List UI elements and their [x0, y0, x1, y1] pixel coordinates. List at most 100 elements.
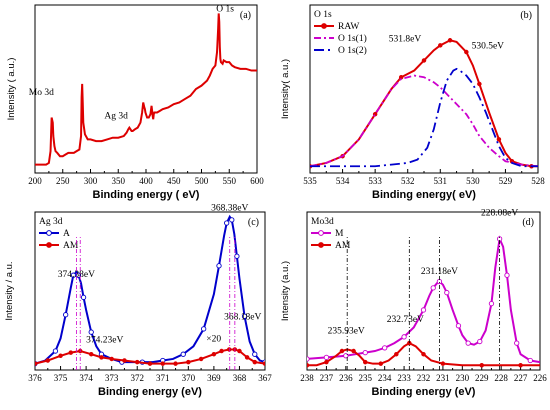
data-point: [109, 356, 114, 362]
annotation-label: 368.38eV: [211, 204, 248, 214]
x-tick-label: 600: [250, 176, 264, 186]
data-point: [455, 323, 462, 329]
data-point: [324, 359, 329, 365]
data-point: [63, 312, 69, 318]
panel-label: (a): [240, 10, 251, 21]
data-point: [70, 272, 76, 278]
data-point: [477, 81, 482, 87]
x-tick-label: 529: [499, 176, 513, 186]
x-tick-label: 528: [531, 176, 545, 186]
x-tick-label: 234: [378, 373, 392, 383]
x-tick-label: 369: [207, 373, 221, 383]
data-point: [234, 253, 240, 259]
panel-c: 376 375 374 373 372 371 370 369 368 367 Binding en…: [4, 204, 272, 398]
x-tick-label: 532: [401, 176, 415, 186]
y-axis-title: Intensity / a.u.: [4, 261, 15, 320]
data-point: [479, 363, 485, 368]
x-tick-label: 375: [54, 373, 68, 383]
x-tick-label: 373: [105, 373, 119, 383]
x-tick-label: 228: [494, 373, 508, 383]
x-tick-label: 533: [368, 176, 382, 186]
series-line-main: [35, 13, 257, 166]
legend-label: RAW: [338, 22, 359, 32]
data-point: [394, 351, 399, 357]
y-axis-title: Intensity ( a.u.): [6, 58, 17, 121]
data-point: [52, 348, 59, 354]
plot-area: [35, 214, 265, 367]
x-tick-label: 531: [434, 176, 448, 186]
x-axis-title: Binding energy( eV): [372, 189, 476, 201]
data-point: [173, 361, 178, 366]
data-point: [68, 350, 74, 355]
x-tick-label: 450: [167, 176, 181, 186]
legend-label: M: [335, 229, 344, 239]
data-point: [447, 38, 453, 43]
data-point: [401, 334, 407, 340]
legend-label: AM: [63, 241, 79, 251]
panel-title: Ag 3d: [39, 217, 63, 227]
x-tick-label: 250: [56, 176, 70, 186]
data-point: [378, 361, 384, 366]
legend-marker: [46, 230, 52, 236]
data-point: [362, 349, 368, 356]
data-point: [35, 361, 38, 366]
data-point: [488, 300, 495, 307]
legend-marker: [321, 23, 327, 29]
data-point: [224, 220, 230, 226]
data-point: [147, 361, 153, 366]
data-point: [430, 285, 436, 291]
data-point: [198, 356, 204, 362]
data-point: [307, 363, 310, 368]
data-point: [252, 359, 258, 365]
x-tick-label: 226: [533, 373, 547, 383]
x-axis-title: Binding energy ( eV): [93, 189, 200, 201]
legend-label: A: [63, 229, 70, 239]
annotation-label: 374.23eV: [86, 336, 123, 346]
x-tick-label: 200: [28, 176, 42, 186]
x-tick-label: 400: [139, 176, 153, 186]
x-tick-label: 232: [417, 373, 431, 383]
annotation-label: 530.5eV: [472, 42, 505, 52]
y-axis-title: Intensity( a.u.): [280, 59, 291, 119]
data-point: [440, 361, 446, 366]
x-tick-label: 227: [514, 373, 528, 383]
series-line-o-1s-2-: [310, 67, 538, 168]
data-point: [180, 351, 186, 357]
annotation-label: 374.38eV: [58, 270, 95, 280]
panel-d: 238 237 236 235 234 233 232 231 230 229 228 227 226 B…: [280, 208, 547, 398]
x-tick-label: 238: [300, 373, 314, 383]
data-point: [75, 272, 82, 278]
x-axis-title: Binding energy (eV): [372, 386, 476, 398]
annotation-label: 531.8eV: [389, 34, 422, 44]
data-point: [307, 356, 310, 362]
data-point: [252, 351, 258, 357]
chart-panels: 200 250 300 350 400 450 500 550 600 Binding energ…: [4, 4, 547, 398]
data-point: [518, 363, 523, 368]
x-tick-label: 230: [456, 373, 470, 383]
data-point: [382, 345, 388, 351]
plot-area: [35, 13, 257, 166]
data-point: [514, 340, 520, 346]
data-point: [88, 351, 94, 357]
x-tick-label: 376: [28, 373, 42, 383]
series-line-o-1s-1-: [310, 74, 538, 168]
x-tick-label: 367: [258, 373, 272, 383]
data-point: [134, 359, 140, 365]
x-tick-label: 534: [336, 176, 350, 186]
x-tick-label: 500: [195, 176, 209, 186]
x-tick-label: 229: [475, 373, 489, 383]
x-tick-label: 550: [223, 176, 237, 186]
x-tick-label: 237: [320, 373, 334, 383]
annotation-label: 368.18eV: [224, 313, 261, 323]
x-tick-label: 530: [466, 176, 480, 186]
annotation-label: 231.18eV: [421, 267, 458, 277]
data-point: [88, 329, 94, 335]
panel-label: (d): [522, 217, 534, 228]
annotation-label: 232.73eV: [387, 315, 424, 325]
legend-marker: [46, 242, 52, 248]
data-point: [80, 294, 87, 300]
data-point: [244, 355, 250, 360]
x-tick-label: 350: [112, 176, 126, 186]
data-point: [241, 313, 248, 319]
